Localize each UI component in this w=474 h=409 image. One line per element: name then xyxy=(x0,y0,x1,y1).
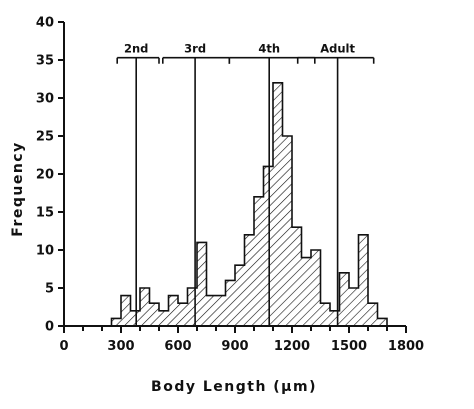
histogram-bar xyxy=(225,280,235,326)
histogram-bar xyxy=(292,227,302,326)
histogram-bar xyxy=(377,318,387,326)
histogram-bar xyxy=(111,318,121,326)
x-tick-label: 900 xyxy=(221,339,248,354)
histogram-bar xyxy=(301,257,311,326)
x-tick-label: 600 xyxy=(164,339,191,354)
histogram-bar xyxy=(311,250,321,326)
stage-label: 2nd xyxy=(124,42,148,56)
y-ticks: 0 5 10 15 20 25 30 35 40 xyxy=(36,16,64,335)
histogram-bar xyxy=(121,295,131,326)
y-tick-label: 5 xyxy=(45,282,54,297)
y-axis-label: Frequency xyxy=(10,141,26,236)
histogram-bar xyxy=(254,196,264,326)
stage-label-bg xyxy=(256,41,283,56)
x-axis-label: Body Length (μm) xyxy=(151,379,317,395)
y-tick-label: 15 xyxy=(36,206,54,221)
stage-label: 4th xyxy=(258,42,280,56)
histogram-bar xyxy=(263,166,273,326)
y-tick-label: 0 xyxy=(45,320,54,335)
stage-label-bg xyxy=(182,41,209,56)
y-tick-label: 30 xyxy=(36,92,54,107)
stage-annotation: 3rd xyxy=(162,41,231,326)
histogram-bar xyxy=(216,295,226,326)
histogram-bar xyxy=(235,265,245,326)
histogram-bar xyxy=(149,303,159,326)
y-tick-label: 35 xyxy=(36,54,54,69)
axes: 0 5 10 15 20 25 30 35 40 0 300 600 900 1200 1500 1800 xyxy=(36,16,424,355)
bars-layer xyxy=(110,82,388,326)
x-tick-label: 1200 xyxy=(274,339,310,354)
x-tick-label: 300 xyxy=(107,339,134,354)
histogram-outline xyxy=(110,82,388,326)
stage-annotations: 2nd 3rd 4th Adult xyxy=(116,41,375,326)
x-tick-label: 0 xyxy=(59,339,68,354)
stage-label-bg xyxy=(121,41,151,56)
histogram-bar xyxy=(140,288,150,326)
histogram-bar xyxy=(130,310,140,326)
histogram-bar xyxy=(349,288,359,326)
stage-label-bg xyxy=(318,41,358,56)
histogram-bar xyxy=(358,234,368,326)
histogram-bar xyxy=(282,136,292,326)
x-tick-label: 1800 xyxy=(388,339,424,354)
histogram-bar xyxy=(197,242,207,326)
histogram-bar xyxy=(168,295,178,326)
histogram-bar xyxy=(178,303,188,326)
x-ticks: 0 300 600 900 1200 1500 1800 xyxy=(59,326,424,354)
stage-annotation: Adult xyxy=(296,41,375,326)
y-tick-label: 20 xyxy=(36,168,54,183)
stage-annotation: 4th xyxy=(228,41,316,326)
stage-label: Adult xyxy=(320,42,355,56)
stage-annotation: 2nd xyxy=(116,41,160,326)
y-tick-label: 10 xyxy=(36,244,54,259)
histogram-bar xyxy=(206,295,216,326)
histogram-bar xyxy=(330,310,340,326)
y-tick-label: 25 xyxy=(36,130,54,145)
y-tick-label: 40 xyxy=(36,16,54,31)
histogram-bar xyxy=(320,303,330,326)
histogram-bar xyxy=(368,303,378,326)
stage-label: 3rd xyxy=(184,42,206,56)
histogram-bar xyxy=(159,310,169,326)
histogram-bar xyxy=(339,272,349,326)
histogram-bar xyxy=(273,82,283,326)
histogram-bar xyxy=(187,288,197,326)
histogram-bar xyxy=(244,234,254,326)
x-tick-label: 1500 xyxy=(331,339,367,354)
